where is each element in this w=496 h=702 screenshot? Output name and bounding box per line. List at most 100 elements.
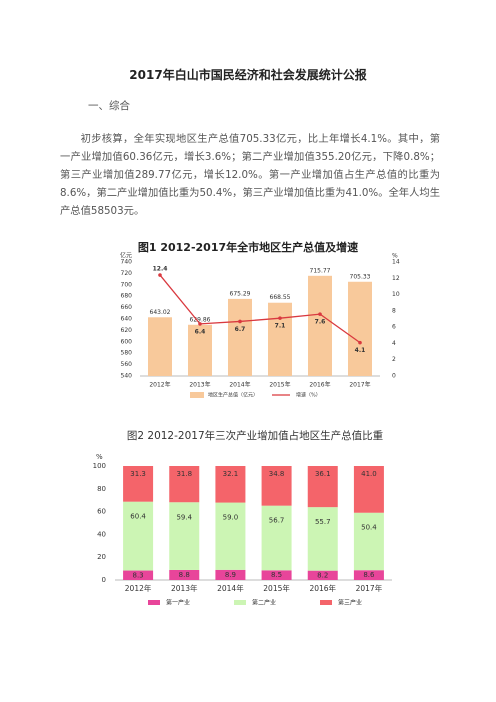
legend-label: 地区生产总值（亿元） [208,392,258,399]
y-tick-label: 680 [121,293,133,300]
growth-point [358,340,362,345]
bar-segment [215,502,246,570]
bar-segment [169,569,200,580]
legend-label: 第三产业 [338,599,362,607]
segment-label: 8.2 [317,571,328,579]
x-tick-label: 2015年 [269,381,290,389]
segment-label: 8.6 [363,571,375,579]
doc-title: 2017年白山市国民经济和社会发展统计公报 [129,68,367,82]
x-tick-label: 2012年 [149,381,170,389]
bar-label: 705.33 [350,273,371,280]
segment-label: 55.7 [315,518,331,526]
x-tick-label: 2015年 [263,583,290,593]
y2-tick-label: 0 [392,373,396,380]
y2-tick-label: 4 [392,340,396,347]
growth-label: 12.4 [153,266,168,273]
bar [188,324,212,376]
bar-label: 675.29 [230,290,251,297]
chart-title: 图2 2012-2017年三次产业增加值占地区生产总值比重 [127,429,383,442]
bar [148,317,172,376]
bar-segment [307,507,338,571]
y-tick-label: 720 [121,270,133,277]
bar [348,281,372,376]
x-tick-label: 2014年 [217,583,244,593]
segment-label: 34.8 [269,470,285,478]
y2-tick-label: 10 [392,291,400,298]
segment-label: 41.0 [361,470,377,478]
growth-label: 7.6 [315,319,326,326]
x-tick-label: 2013年 [171,583,198,593]
bar-segment [215,569,246,580]
y2-tick-label: 12 [392,275,400,282]
segment-label: 8.8 [179,571,190,579]
bar-segment [261,570,292,580]
y-tick-label: 580 [121,350,133,357]
growth-label: 6.4 [195,328,206,335]
x-tick-label: 2013年 [189,381,210,389]
bar-segment [261,466,292,506]
y-axis-label: % [96,453,103,461]
legend-swatch [148,600,160,605]
segment-label: 36.1 [315,470,331,478]
legend-label: 第二产业 [252,599,276,607]
y-tick-label: 60 [97,508,106,516]
y-axis-label: 亿元 [120,252,132,260]
y-tick-label: 100 [93,462,106,470]
segment-label: 8.3 [133,571,144,579]
y-tick-label: 620 [121,327,133,334]
bar-segment [169,502,200,570]
bar-segment [307,570,338,580]
x-tick-label: 2016年 [309,583,336,593]
bar-label: 668.55 [270,294,291,301]
y-tick-label: 600 [121,338,133,345]
bar [268,302,292,376]
legend-swatch [234,600,246,605]
bar-segment [123,466,154,502]
legend-label: 增速（%） [296,392,321,399]
growth-point [198,322,202,326]
bar-label: 715.77 [310,267,331,274]
bar-segment [353,570,384,580]
y-tick-label: 740 [121,259,133,266]
legend-swatch [320,600,332,605]
y-tick-label: 640 [121,316,133,323]
x-tick-label: 2014年 [229,381,250,389]
segment-label: 31.8 [176,470,192,478]
y2-axis-label: % [392,253,398,260]
paragraph: 初步核算，全年实现地区生产总值705.33亿元，比上年增长4.1%。其中，第一产… [60,133,440,217]
y2-tick-label: 6 [392,324,396,331]
growth-label: 7.1 [275,323,286,330]
segment-label: 59.0 [223,514,239,522]
section-heading: 一、综合 [88,100,130,112]
y-tick-label: 20 [97,553,106,561]
segment-label: 8.5 [271,571,282,579]
segment-label: 31.3 [130,470,146,478]
y-tick-label: 560 [121,361,133,368]
bar [228,298,252,376]
segment-label: 32.1 [223,470,239,478]
segment-label: 50.4 [361,524,377,532]
y-tick-label: 0 [102,576,106,584]
growth-line [159,274,361,344]
growth-point [158,273,162,277]
x-tick-label: 2012年 [125,583,152,593]
growth-point [318,312,322,316]
y2-tick-label: 8 [392,307,396,314]
segment-label: 59.4 [176,513,192,521]
bar-segment [261,505,292,571]
growth-point [238,319,242,324]
y2-tick-label: 14 [392,259,400,266]
growth-label: 6.7 [235,326,246,333]
bar-segment [307,466,338,508]
bar-segment [353,512,384,571]
legend-swatch [190,392,204,398]
chart-industry: 图2 2012-2017年三次产业增加值占地区生产总值比重% 0 20 40 60 80 1… [93,429,392,607]
segment-label: 8.9 [225,571,236,579]
segment-label: 56.7 [269,517,285,525]
y-tick-label: 40 [97,530,106,538]
legend-label: 第一产业 [166,599,190,607]
y2-tick-label: 2 [392,356,396,363]
y-tick-label: 80 [97,485,106,493]
